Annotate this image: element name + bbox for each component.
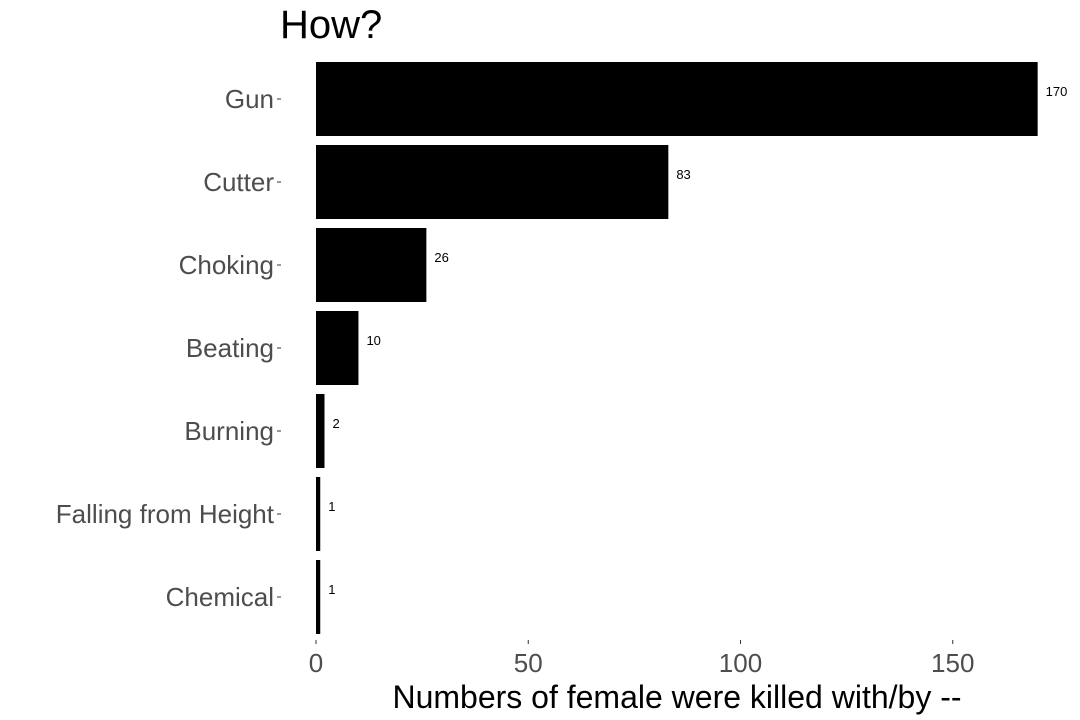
data-label-cutter: 83 — [676, 167, 690, 182]
x-axis-ticks: 0 50 100 150 — [309, 640, 974, 678]
category-label-chemical: Chemical — [166, 582, 274, 612]
category-label-burning: Burning — [184, 416, 274, 446]
data-label-burning: 2 — [332, 416, 339, 431]
category-label-gun: Gun — [225, 84, 274, 114]
x-tick-label-0: 0 — [309, 648, 323, 678]
bar-burning — [316, 394, 325, 468]
x-tick-label-150: 150 — [931, 648, 974, 678]
bars-group — [316, 62, 1038, 634]
category-labels: Gun Cutter Choking Beating Burning Falling fr… — [56, 84, 281, 612]
bar-chemical — [316, 560, 321, 634]
data-label-chemical: 1 — [328, 582, 335, 597]
x-tick-label-100: 100 — [719, 648, 762, 678]
bar-falling-from-height — [316, 477, 321, 551]
category-label-choking: Choking — [179, 250, 274, 280]
bar-beating — [316, 311, 359, 385]
category-label-falling-from-height: Falling from Height — [56, 499, 275, 529]
category-label-cutter: Cutter — [203, 167, 274, 197]
x-tick-label-50: 50 — [514, 648, 543, 678]
x-axis-title: Numbers of female were killed with/by -- — [392, 679, 961, 715]
bar-gun — [316, 62, 1038, 136]
category-label-beating: Beating — [186, 333, 274, 363]
data-label-gun: 170 — [1046, 84, 1068, 99]
chart-title: How? — [280, 3, 382, 47]
data-label-beating: 10 — [366, 333, 380, 348]
bar-choking — [316, 228, 427, 302]
data-label-falling-from-height: 1 — [328, 499, 335, 514]
data-labels: 170 83 26 10 2 1 1 — [328, 84, 1067, 597]
bar-cutter — [316, 145, 669, 219]
data-label-choking: 26 — [434, 250, 448, 265]
